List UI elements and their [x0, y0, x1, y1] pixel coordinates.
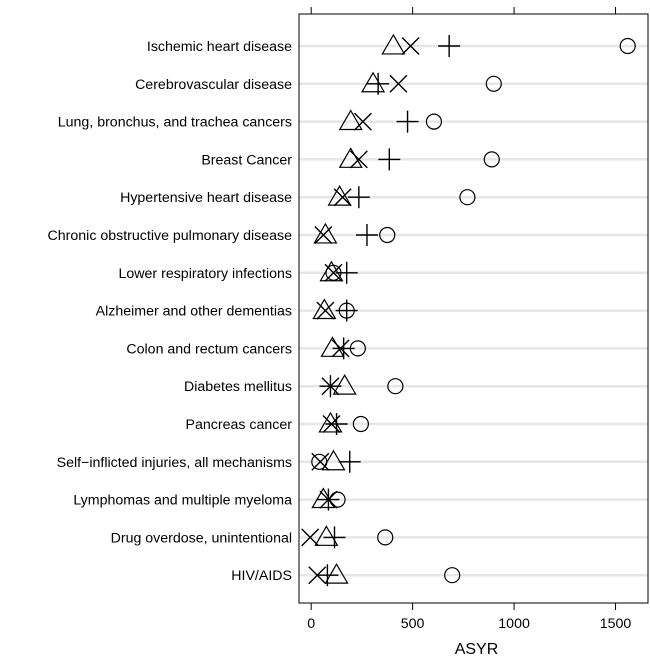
cross-marker [314, 226, 333, 244]
cross-marker [353, 112, 372, 131]
category-label: Drug overdose, unintentional [111, 530, 292, 546]
plus-marker [323, 526, 346, 549]
plus-marker [338, 450, 361, 473]
circle-marker [425, 113, 443, 130]
cross-marker [301, 528, 320, 547]
plus-marker [317, 488, 340, 511]
plus-marker [438, 35, 461, 57]
category-label: Chronic obstructive pulmonary disease [48, 228, 293, 244]
circle-marker [352, 415, 369, 433]
circle-marker [619, 37, 636, 55]
category-label: Self−inflicted injuries, all mechanisms [57, 455, 292, 471]
plus-marker [355, 224, 378, 246]
triangle-marker [314, 525, 339, 546]
plot-frame [298, 13, 649, 604]
x-tick-label: 0 [307, 616, 315, 632]
circle-marker [444, 567, 461, 584]
circle-marker [387, 378, 404, 395]
x-tick-label: 1000 [498, 616, 530, 632]
plus-marker [325, 413, 348, 435]
circle-marker [349, 340, 366, 357]
triangle-marker [312, 298, 337, 320]
triangle-marker [321, 449, 346, 471]
cross-marker [333, 188, 352, 207]
plus-marker [316, 564, 339, 587]
circle-marker [379, 226, 396, 244]
category-label: Alzheimer and other dementias [96, 304, 292, 320]
circle-marker [377, 529, 394, 546]
circle-marker [325, 264, 342, 281]
triangle-marker [361, 71, 386, 93]
cross-marker [316, 301, 335, 320]
triangle-marker [338, 109, 363, 131]
plus-marker [319, 375, 342, 398]
category-labels: Ischemic heart disease Cerebrovascular di… [48, 39, 293, 584]
category-label: Cerebrovascular disease [135, 77, 292, 93]
x-tick-label: 1500 [600, 616, 632, 632]
plus-marker [396, 110, 419, 133]
plus-marker [335, 261, 358, 284]
category-label: Hypertensive heart disease [120, 190, 292, 206]
data-markers [301, 33, 636, 587]
triangle-marker [324, 563, 349, 584]
cross-marker [401, 37, 420, 55]
cross-marker [389, 74, 408, 93]
category-label: Lymphomas and multiple myeloma [73, 493, 292, 509]
circle-marker [329, 491, 346, 508]
plus-marker [367, 72, 390, 95]
circle-marker [485, 75, 502, 92]
triangle-marker [381, 33, 406, 55]
x-axis-title: ASYR [455, 641, 499, 657]
category-label: Colon and rectum cancers [126, 341, 292, 357]
plus-marker [378, 148, 401, 171]
category-label: HIV/AIDS [231, 568, 292, 584]
circle-marker [483, 151, 500, 168]
circle-marker [311, 453, 328, 470]
triangle-marker [332, 374, 357, 395]
category-label: Lower respiratory infections [119, 266, 292, 282]
category-label: Breast Cancer [201, 152, 292, 168]
x-axis-ticks: 0 500 1000 1500 [307, 7, 631, 632]
triangle-marker [313, 222, 338, 244]
category-label: Pancreas cancer [186, 417, 293, 433]
circle-marker [459, 189, 476, 206]
category-label: Lung, bronchus, and trachea cancers [58, 115, 292, 131]
plus-marker [332, 337, 355, 360]
category-label: Diabetes mellitus [184, 379, 292, 395]
circle-marker [338, 302, 355, 319]
x-tick-label: 500 [401, 616, 425, 632]
category-label: Ischemic heart disease [147, 39, 292, 55]
cross-marker [349, 150, 368, 169]
plus-marker [347, 186, 370, 209]
